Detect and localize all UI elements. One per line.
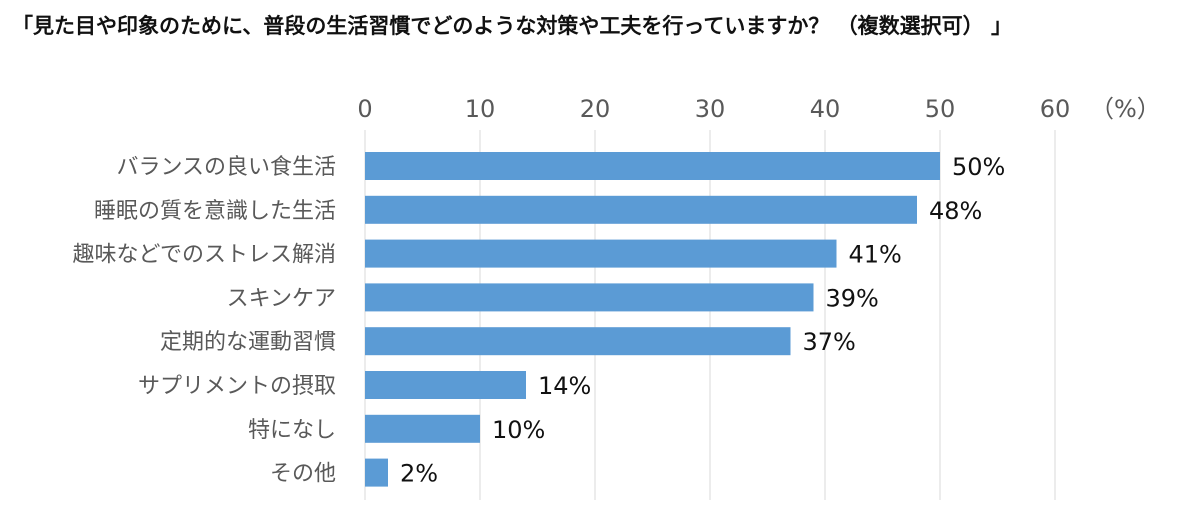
- bar-6: [365, 414, 480, 443]
- category-label-0: バランスの良い食生活: [116, 155, 336, 180]
- category-label-1: 睡眠の質を意識した生活: [94, 199, 336, 224]
- data-label-1: 48%: [929, 197, 982, 225]
- tick-label-60: 60: [1040, 95, 1071, 123]
- data-label-7: 2%: [400, 460, 438, 488]
- x-axis-ticks: 0 10 20 30 40 50 60: [357, 95, 1070, 123]
- category-label-4: 定期的な運動習慣: [160, 330, 336, 355]
- tick-label-10: 10: [465, 95, 496, 123]
- tick-label-20: 20: [580, 95, 611, 123]
- data-label-0: 50%: [952, 153, 1005, 181]
- category-labels: バランスの良い食生活睡眠の質を意識した生活趣味などでのストレス解消スキンケア定期…: [72, 155, 336, 487]
- unit-label: （%）: [1090, 95, 1161, 123]
- bar-0: [365, 152, 940, 180]
- chart-title: 「見た目や印象のために、普段の生活習慣でどのような対策や工夫を行っていますか？ …: [12, 14, 1012, 38]
- data-label-2: 41%: [849, 241, 902, 269]
- category-label-6: 特になし: [248, 418, 336, 443]
- data-label-4: 37%: [803, 328, 856, 356]
- tick-label-30: 30: [695, 95, 726, 123]
- category-label-2: 趣味などでのストレス解消: [72, 243, 336, 268]
- bar-2: [365, 239, 837, 268]
- category-label-5: サプリメントの摂取: [138, 374, 336, 399]
- gridlines: [364, 130, 1056, 500]
- bar-3: [365, 283, 814, 312]
- data-label-5: 14%: [538, 372, 591, 400]
- tick-label-0: 0: [357, 95, 372, 123]
- data-label-3: 39%: [826, 284, 879, 312]
- category-label-3: スキンケア: [227, 286, 336, 311]
- tick-label-50: 50: [925, 95, 956, 123]
- data-label-6: 10%: [492, 416, 545, 444]
- bar-7: [365, 458, 388, 487]
- data-labels: 50% 48% 41% 39% 37% 14% 10% 2%: [400, 153, 1005, 488]
- bars: [365, 152, 940, 487]
- tick-label-40: 40: [810, 95, 841, 123]
- bar-4: [365, 327, 791, 356]
- bar-5: [365, 371, 526, 399]
- category-label-7: その他: [270, 462, 336, 487]
- bar-1: [365, 195, 917, 224]
